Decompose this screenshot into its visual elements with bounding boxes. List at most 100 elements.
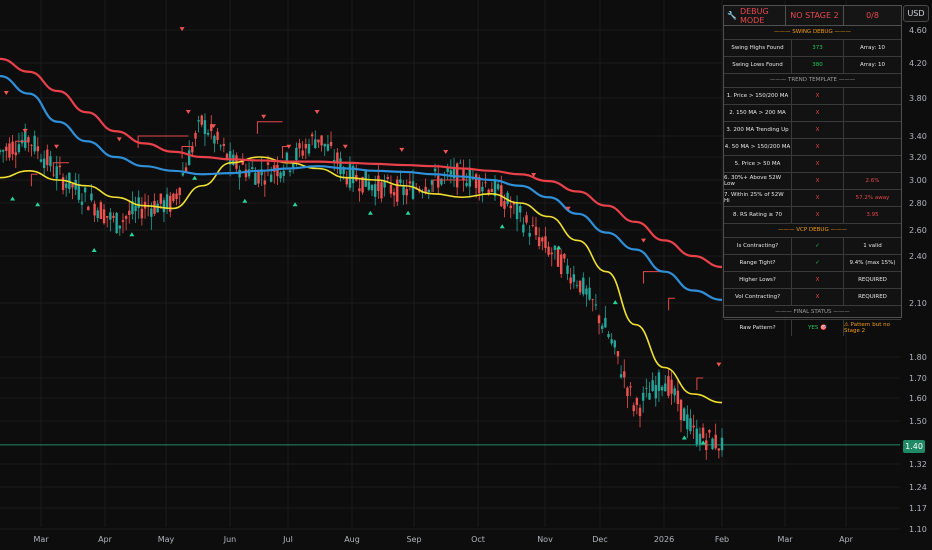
candle [537,227,541,250]
candle [102,204,106,225]
candle [203,113,207,147]
candle [254,167,257,185]
candle [251,161,254,171]
swing-low-marker [405,210,411,215]
price-axis[interactable]: 4.60 4.20 3.80 3.40 3.20 3.00 2.80 2.60 2.40 2.10… [909,26,927,534]
candle [304,138,308,160]
candle [525,211,528,225]
candle [323,143,326,156]
candle [720,428,724,457]
candle [509,196,512,219]
candle [695,419,698,447]
swing-low-marker [192,175,198,180]
candle [582,272,585,297]
candle [651,372,654,392]
chart-grid [0,0,900,530]
candle [556,246,560,267]
candle [61,173,65,195]
swing-high-marker [261,114,267,119]
candle [481,181,484,203]
y-tick-label: 1.70 [909,374,927,383]
candle [560,249,563,278]
candle [216,128,219,145]
candle [109,208,112,232]
candle [383,174,386,197]
candle [629,381,632,397]
vcp-row: Higher Lows? X REQUIRED [724,272,901,289]
candle [8,137,11,161]
candle [140,197,144,226]
candle [0,148,2,155]
candle [566,258,569,281]
ma-200-line [0,57,723,269]
candle [594,293,598,311]
candle [408,173,412,191]
candle [336,148,339,174]
candle [317,139,320,148]
trend-score: 0/8 [866,11,879,20]
candle [1,149,5,163]
candle [670,371,673,406]
swing-high-marker [54,144,60,149]
time-axis[interactable]: Mar Apr May Jun Jul Aug Sep Oct Nov Dec 2026 Feb Mar… [33,535,853,544]
candle [96,207,99,222]
candle [5,143,8,161]
candle [210,115,213,140]
swing-high-marker [116,137,122,142]
candle [24,123,27,151]
candle [310,132,314,146]
swing-high-marker [641,238,647,243]
candle [638,404,642,428]
resistance-lines [15,121,704,390]
candle [301,141,304,159]
y-tick-label: 1.32 [909,460,927,469]
swing-markers [3,27,722,445]
candle [459,159,462,164]
y-tick-label: 1.60 [909,394,927,403]
resistance-line [137,135,189,148]
candle [159,193,162,209]
currency-button[interactable]: USD [903,5,929,22]
candle [440,177,443,186]
candle [648,381,651,400]
candle [358,179,361,202]
resistance-line [668,297,675,311]
swing-high-marker [531,173,537,177]
candle [285,151,289,168]
trend-row: 4. 50 MA > 150/200 MA X [724,139,901,156]
final-section-title: ——— FINAL STATUS ——— [724,306,901,320]
resistance-line [643,271,669,284]
candle [42,150,46,177]
swing-high-marker [399,147,405,152]
candle [150,202,153,230]
candle [686,405,689,438]
candle [20,132,24,147]
candle [717,448,721,459]
candle [588,277,591,301]
candle [348,156,352,191]
candle [698,427,702,451]
swing-low-marker [367,210,373,215]
candle [490,182,494,193]
candle [705,433,708,460]
candle [708,429,711,439]
candle [273,161,276,184]
candle [380,180,383,203]
candle [118,225,122,236]
candle [619,365,623,379]
y-tick-label: 1.50 [909,417,927,426]
candle [449,159,453,184]
candle [124,214,128,231]
resistance-line [696,377,704,390]
candle [172,192,175,203]
candle [645,378,648,398]
y-tick-label: 2.60 [909,226,927,235]
candle [153,193,156,217]
candle [534,217,538,240]
candle [386,174,389,182]
candle [238,165,241,190]
swing-low-marker [700,440,706,445]
candle [610,333,613,346]
candle [616,350,620,365]
